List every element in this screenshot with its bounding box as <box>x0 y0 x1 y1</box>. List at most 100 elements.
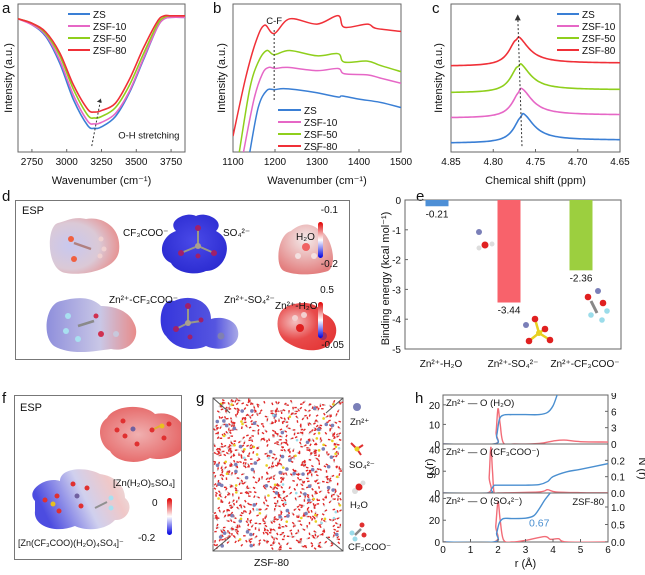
h-atom <box>293 535 296 538</box>
zn-ion <box>218 535 223 539</box>
fluorine-atom <box>267 456 270 460</box>
h-atom <box>236 397 239 399</box>
h-atom <box>294 524 296 526</box>
water-molecule <box>301 417 305 421</box>
sulfate-ion <box>243 447 246 451</box>
h-atom <box>246 528 249 531</box>
water-molecule <box>219 426 222 430</box>
water-molecule <box>283 417 286 421</box>
water-molecule <box>322 519 326 523</box>
h-atom <box>241 438 244 440</box>
water-molecule <box>226 519 230 523</box>
h-atom <box>279 544 281 546</box>
x-tick-label: 3250 <box>90 157 113 168</box>
x-tick-label: 0 <box>440 545 446 556</box>
water-molecule <box>222 529 226 532</box>
water-molecule <box>314 419 318 423</box>
h-atom <box>272 476 274 478</box>
water-molecule <box>296 483 299 487</box>
water-molecule <box>318 486 321 489</box>
water-molecule <box>236 410 240 414</box>
water-molecule <box>218 509 221 513</box>
h-atom <box>270 534 273 537</box>
h-atom <box>277 409 279 412</box>
y-axis-label: Binding energy (kcal mol⁻¹) <box>380 212 392 346</box>
water-molecule <box>307 438 311 442</box>
h-atom <box>236 428 239 431</box>
water-molecule <box>241 450 245 454</box>
water-molecule <box>213 451 217 455</box>
h-atom <box>304 400 306 403</box>
h-atom <box>234 537 237 539</box>
h-atom <box>302 505 305 507</box>
water-molecule <box>303 459 306 463</box>
h-atom <box>281 464 283 467</box>
h-atom <box>309 454 312 456</box>
water-molecule <box>283 534 286 538</box>
zn-so4-structure <box>523 315 554 345</box>
h-atom <box>295 507 297 510</box>
water-molecule <box>256 424 260 428</box>
zn-ion <box>232 426 237 431</box>
h-atom <box>310 423 313 426</box>
water-molecule <box>253 495 256 499</box>
sulfate-ion <box>224 460 227 464</box>
water-molecule <box>322 502 325 506</box>
h-atom <box>284 496 287 498</box>
h-atom <box>235 408 238 411</box>
h-atom <box>257 544 259 546</box>
y-tick-label-right: 1.0 <box>611 503 625 514</box>
water-molecule <box>230 506 234 509</box>
h-atom <box>234 526 237 528</box>
coordination-number-label: 0.67 <box>529 517 550 529</box>
water-molecule <box>239 514 243 517</box>
h-atom <box>225 519 228 522</box>
water-molecule <box>239 460 242 464</box>
h-atom <box>340 400 343 403</box>
y-tick-label-right: 0.2 <box>611 456 625 467</box>
y-tick-label: 0 <box>395 196 401 207</box>
h-atom <box>218 405 221 408</box>
annotation-oh: O-H stretching <box>118 131 179 142</box>
water-molecule <box>329 405 333 408</box>
h-atom <box>217 454 220 457</box>
water-molecule <box>278 459 281 462</box>
panel-label-g: g <box>196 390 205 407</box>
water-molecule <box>336 409 340 413</box>
h-atom <box>287 423 289 426</box>
water-molecule <box>215 447 219 451</box>
water-molecule <box>332 534 335 538</box>
h-atom <box>337 501 340 504</box>
h-atom <box>255 412 258 414</box>
zn-ion <box>292 471 296 476</box>
x-tick-label: 4.85 <box>441 157 461 168</box>
water-molecule <box>253 406 256 409</box>
h-atom <box>289 438 292 440</box>
zn-ion <box>220 544 224 548</box>
h-atom <box>212 512 215 515</box>
h-atom <box>338 434 340 437</box>
water-molecule <box>317 544 320 548</box>
h-atom <box>335 415 337 417</box>
h-atom <box>258 527 260 529</box>
water-molecule <box>250 524 254 528</box>
series-line-ZSF-50 <box>17 14 186 119</box>
h-atom <box>212 472 213 475</box>
zn-ion <box>326 485 331 490</box>
water-molecule <box>262 531 265 535</box>
water-molecule <box>272 528 276 532</box>
water-molecule <box>266 504 270 507</box>
sulfate-ion <box>258 511 262 515</box>
h-atom <box>291 474 294 477</box>
water-molecule <box>235 402 239 406</box>
zn-ion <box>264 483 269 488</box>
h-atom <box>276 435 279 437</box>
water-molecule <box>276 443 280 446</box>
water-molecule <box>256 404 260 408</box>
h-atom <box>221 496 223 498</box>
h-atom <box>231 526 234 528</box>
water-molecule <box>300 483 304 487</box>
h-atom <box>276 502 279 505</box>
water-molecule <box>254 535 258 538</box>
label-zn-h2o5-so4: [Zn(H₂O)₅SO₄] <box>113 478 176 489</box>
